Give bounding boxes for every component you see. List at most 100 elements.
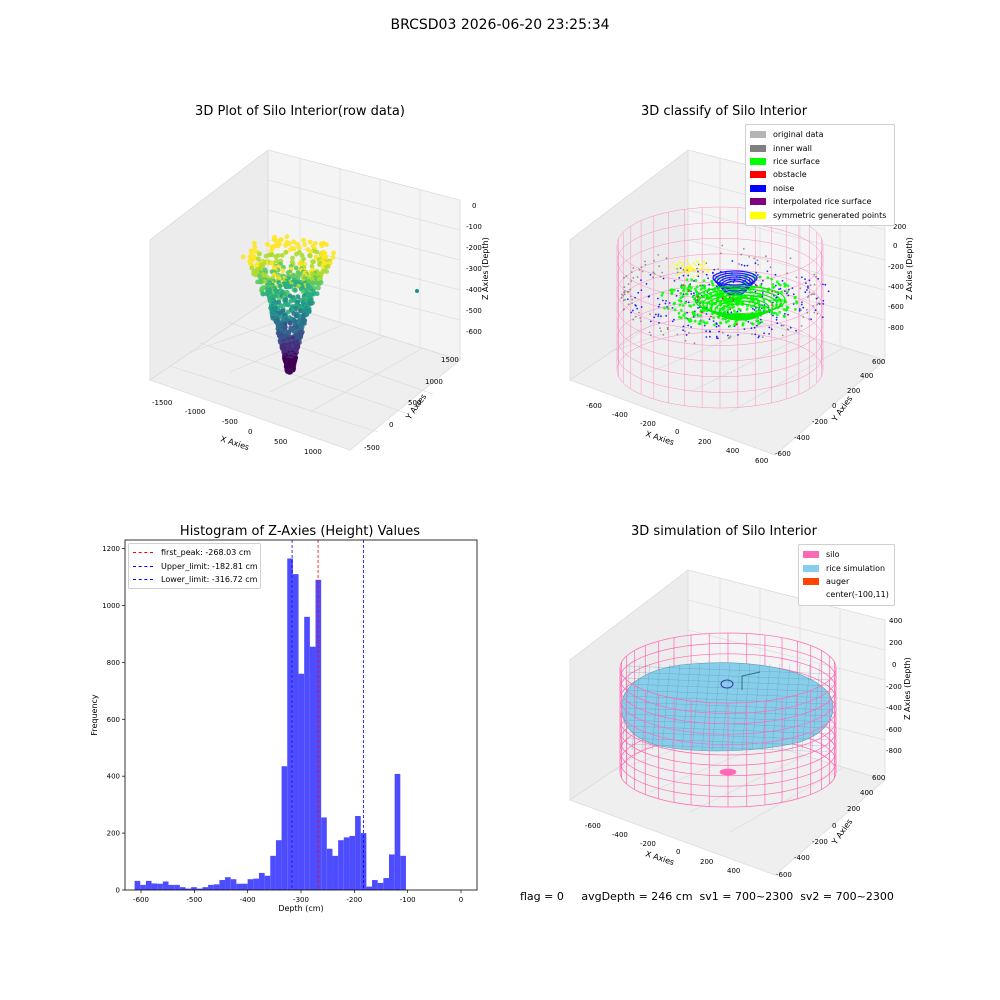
point bbox=[743, 328, 746, 330]
tr-xtick: -200 bbox=[640, 420, 656, 428]
point bbox=[735, 276, 738, 278]
point bbox=[286, 340, 292, 346]
point bbox=[318, 241, 324, 247]
point bbox=[768, 326, 771, 329]
point bbox=[269, 252, 275, 257]
point bbox=[306, 308, 312, 313]
point bbox=[302, 321, 307, 326]
point bbox=[273, 309, 279, 315]
br-rice-surface bbox=[621, 662, 834, 752]
point bbox=[713, 323, 716, 327]
point bbox=[684, 316, 687, 320]
point bbox=[728, 306, 732, 310]
point bbox=[268, 284, 274, 290]
rice-mesh-line bbox=[625, 695, 833, 705]
tl-axes-panes bbox=[149, 149, 461, 451]
point bbox=[759, 284, 763, 288]
point bbox=[767, 287, 771, 291]
point bbox=[281, 337, 287, 343]
point bbox=[774, 311, 777, 315]
point bbox=[310, 300, 315, 306]
point bbox=[288, 354, 294, 359]
point bbox=[286, 273, 292, 279]
point bbox=[765, 255, 767, 258]
point bbox=[271, 307, 276, 313]
point bbox=[277, 329, 283, 335]
point bbox=[296, 303, 302, 309]
point bbox=[278, 322, 284, 328]
point bbox=[627, 291, 630, 293]
point bbox=[277, 274, 283, 279]
point bbox=[293, 332, 299, 338]
point bbox=[303, 291, 309, 297]
point bbox=[290, 365, 296, 371]
point bbox=[783, 282, 786, 285]
point bbox=[724, 318, 727, 321]
histogram-bar bbox=[157, 883, 163, 890]
point bbox=[282, 329, 288, 335]
point bbox=[676, 273, 679, 276]
point bbox=[786, 292, 788, 295]
point bbox=[751, 279, 754, 283]
point bbox=[744, 274, 748, 278]
figure-title: BRCSD03 2026-06-20 23:25:34 bbox=[390, 17, 610, 33]
point bbox=[731, 302, 734, 306]
point bbox=[275, 278, 280, 284]
point bbox=[782, 314, 786, 318]
point bbox=[753, 326, 756, 329]
point bbox=[746, 264, 749, 267]
point bbox=[731, 297, 734, 301]
point bbox=[298, 280, 303, 285]
point bbox=[727, 286, 731, 289]
silo-ring bbox=[619, 667, 837, 704]
point bbox=[302, 270, 308, 276]
point bbox=[766, 288, 770, 291]
point bbox=[292, 328, 298, 334]
point bbox=[298, 297, 303, 303]
point bbox=[716, 277, 720, 280]
point bbox=[283, 312, 288, 318]
point bbox=[253, 255, 258, 261]
point bbox=[736, 323, 738, 326]
point bbox=[729, 298, 733, 301]
point bbox=[713, 278, 715, 281]
point bbox=[774, 273, 777, 276]
point bbox=[747, 320, 750, 323]
point bbox=[810, 318, 812, 321]
point bbox=[782, 324, 785, 327]
rice-mesh-line bbox=[625, 713, 833, 723]
point bbox=[732, 297, 736, 301]
histogram-bar bbox=[151, 883, 158, 890]
point bbox=[284, 350, 289, 356]
point bbox=[817, 277, 820, 280]
point bbox=[312, 246, 317, 252]
point bbox=[284, 364, 289, 370]
point bbox=[286, 241, 292, 247]
point bbox=[280, 329, 286, 335]
point bbox=[726, 285, 728, 288]
point bbox=[792, 303, 795, 305]
point bbox=[735, 297, 739, 301]
point bbox=[251, 271, 256, 277]
point bbox=[307, 253, 313, 259]
point bbox=[272, 306, 277, 312]
tr-legend: original data inner wall rice surface ob… bbox=[745, 124, 895, 226]
point bbox=[705, 296, 709, 300]
point bbox=[707, 267, 710, 269]
point bbox=[805, 282, 807, 285]
point bbox=[269, 278, 275, 284]
point bbox=[280, 319, 286, 325]
point bbox=[258, 266, 264, 271]
point bbox=[267, 280, 272, 286]
br-ytick: -400 bbox=[794, 854, 810, 862]
point bbox=[289, 359, 295, 364]
point bbox=[801, 276, 803, 279]
point bbox=[296, 269, 302, 275]
point bbox=[312, 270, 317, 276]
point bbox=[706, 294, 774, 318]
point bbox=[756, 298, 759, 301]
point bbox=[289, 355, 295, 361]
point bbox=[744, 318, 748, 322]
point bbox=[310, 274, 316, 280]
point bbox=[277, 237, 283, 243]
